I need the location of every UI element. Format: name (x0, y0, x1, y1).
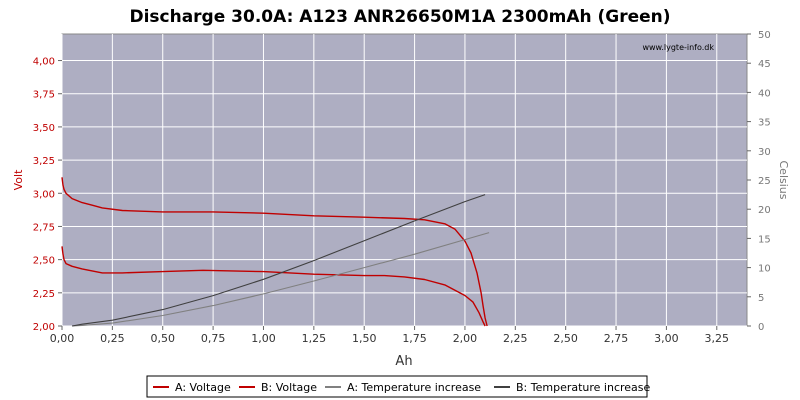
x-tick-label: 2,75 (604, 332, 629, 345)
x-tick-label: 2,50 (553, 332, 578, 345)
plot-area (61, 33, 748, 327)
x-tick-label: 0,00 (50, 332, 75, 345)
legend-label: A: Voltage (175, 381, 231, 394)
y-right-tick-label: 10 (758, 264, 771, 275)
y-right-tick-label: 30 (758, 147, 771, 158)
x-tick-label: 0,50 (150, 332, 175, 345)
y-left-tick-label: 3,50 (33, 123, 55, 134)
series-line-4 (72, 194, 486, 327)
y-left-tick-label: 2,75 (33, 222, 55, 233)
x-tick-label: 2,25 (503, 332, 528, 345)
y-left-tick-label: 3,25 (33, 156, 55, 167)
series-layer (61, 177, 490, 327)
x-tick-label: 0,25 (100, 332, 125, 345)
y-left-tick-label: 4,00 (33, 57, 55, 68)
y-right-tick-label: 5 (758, 293, 764, 304)
y-right-tick-label: 45 (758, 59, 771, 70)
x-tick-label: 1,50 (352, 332, 377, 345)
y-right-tick-label: 20 (758, 205, 771, 216)
x-tick-label: 1,00 (251, 332, 276, 345)
x-tick-label: 1,25 (302, 332, 327, 345)
y-right-tick-label: 15 (758, 234, 771, 245)
y-left-tick-label: 3,00 (33, 189, 55, 200)
x-tick-label: 2,00 (453, 332, 478, 345)
x-tick-label: 3,00 (654, 332, 679, 345)
chart-title: Discharge 30.0A: A123 ANR26650M1A 2300mA… (129, 7, 670, 27)
legend-label: A: Temperature increase (347, 381, 481, 394)
y-right-tick-label: 50 (758, 30, 771, 41)
x-tick-label: 1,75 (402, 332, 427, 345)
y-right-tick-label: 25 (758, 176, 771, 187)
y-axis-left-title: Volt (12, 169, 25, 190)
legend: A: Voltage B: Voltage A: Temperature incre… (146, 375, 651, 398)
grid-lines (61, 34, 747, 327)
y-left-tick-label: 2,25 (33, 289, 55, 300)
x-axis-title: Ah (395, 354, 412, 369)
y-axis-right-title: Celsius (777, 161, 790, 200)
series-line-3 (72, 232, 490, 327)
legend-frame (146, 375, 648, 398)
y-right-tick-label: 35 (758, 118, 771, 129)
series-line-1 (61, 177, 488, 327)
y-right-tick-label: 0 (758, 322, 764, 333)
y-left-tick-label: 2,00 (33, 322, 55, 333)
x-tick-label: 0,75 (201, 332, 226, 345)
x-tick-label: 3,25 (705, 332, 730, 345)
axes: 0,00 0,25 0,50 0,75 1,00 1,25 1,50 1,75 2,00 2,25… (33, 30, 771, 345)
legend-label: B: Voltage (261, 381, 317, 394)
y-left-tick-label: 2,50 (33, 256, 55, 267)
watermark: www.lygte-info.dk (642, 43, 714, 52)
series-line-2 (61, 246, 486, 327)
y-right-tick-label: 40 (758, 88, 771, 99)
y-left-tick-label: 3,75 (33, 90, 55, 101)
legend-label: B: Temperature increase (516, 381, 651, 394)
